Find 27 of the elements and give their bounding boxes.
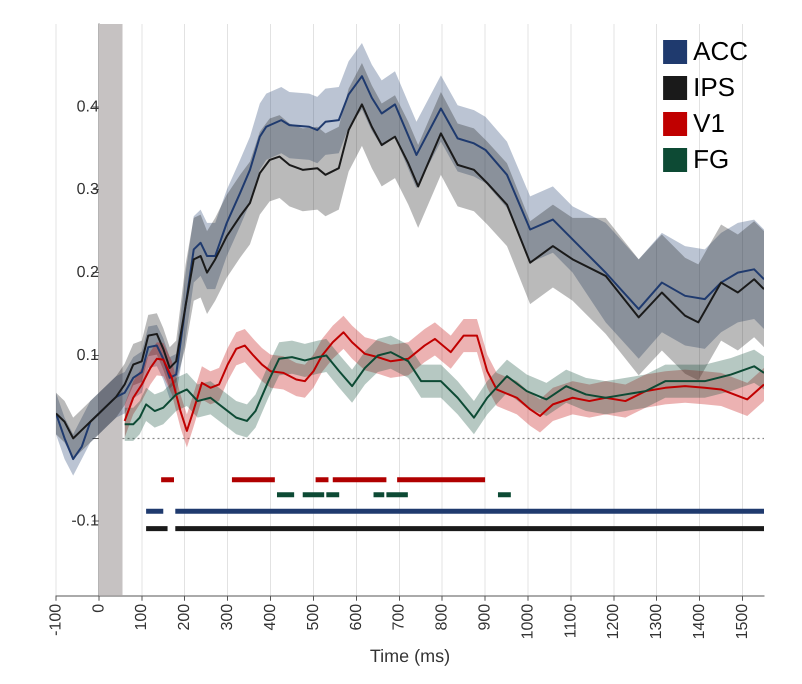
- y-tick-label: 0.2: [76, 264, 100, 282]
- y-tick-label: 0.3: [76, 181, 100, 198]
- y-tick-label: -0.1: [71, 512, 100, 530]
- legend-label: ACC: [693, 36, 748, 66]
- x-tick-label: 200: [176, 604, 194, 631]
- x-tick-label: 1000: [519, 604, 536, 640]
- legend-label: V1: [693, 108, 725, 138]
- x-tick-label: 1200: [605, 604, 622, 640]
- x-tick-label: 900: [476, 604, 494, 631]
- x-tick-label: 1100: [562, 604, 580, 638]
- x-tick-label: 500: [304, 604, 322, 631]
- x-tick-label: 300: [219, 604, 236, 631]
- x-tick-label: -100: [47, 604, 64, 636]
- x-axis-title: Time (ms): [370, 646, 450, 666]
- x-tick-label: 0: [90, 604, 108, 613]
- legend-label: IPS: [693, 72, 736, 102]
- x-tick-label: 400: [262, 604, 279, 631]
- y-tick-label: 0.1: [76, 346, 100, 364]
- x-tick-label: 1400: [691, 604, 708, 640]
- legend-label: FG: [693, 144, 730, 174]
- y-tick-label: 0.4: [76, 98, 100, 116]
- x-tick-label: 1300: [648, 604, 666, 640]
- x-tick-label: 800: [434, 604, 451, 631]
- x-tick-label: 600: [348, 604, 365, 631]
- x-tick-label: 100: [133, 604, 150, 631]
- x-tick-label: 1500: [734, 604, 751, 640]
- x-tick-label: 700: [390, 604, 408, 631]
